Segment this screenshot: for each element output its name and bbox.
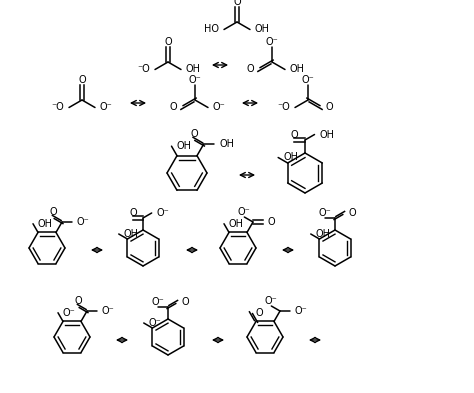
Text: O: O: [246, 64, 254, 75]
Text: O⁻: O⁻: [295, 306, 308, 316]
Text: O⁻: O⁻: [238, 207, 251, 217]
Text: O: O: [169, 103, 177, 112]
Text: OH: OH: [319, 130, 335, 140]
Text: O⁻: O⁻: [265, 296, 278, 306]
Text: O⁻: O⁻: [301, 75, 314, 85]
Text: OH: OH: [255, 24, 270, 35]
Text: O: O: [49, 207, 57, 217]
Text: O: O: [78, 75, 86, 85]
Text: ⁻O: ⁻O: [51, 103, 64, 112]
Text: O⁻: O⁻: [189, 75, 201, 85]
Text: O: O: [326, 103, 334, 112]
Text: O: O: [164, 37, 172, 47]
Text: O⁻: O⁻: [100, 103, 113, 112]
Text: O: O: [129, 208, 137, 218]
Text: O⁻: O⁻: [265, 37, 278, 47]
Text: O⁻: O⁻: [319, 208, 331, 218]
Text: OH: OH: [229, 219, 244, 229]
Text: O⁻: O⁻: [213, 103, 226, 112]
Text: OH: OH: [316, 229, 331, 239]
Text: OH: OH: [283, 152, 298, 162]
Text: O: O: [190, 129, 198, 139]
Text: O⁻: O⁻: [157, 208, 169, 218]
Text: O: O: [233, 0, 241, 7]
Text: O: O: [74, 296, 82, 306]
Text: O⁻: O⁻: [149, 318, 162, 328]
Text: OH: OH: [219, 140, 235, 149]
Text: O⁻: O⁻: [63, 308, 76, 318]
Text: O: O: [256, 308, 264, 318]
Text: ⁻O: ⁻O: [137, 64, 150, 75]
Text: O⁻: O⁻: [102, 306, 115, 316]
Text: O: O: [268, 217, 275, 227]
Text: OH: OH: [124, 229, 139, 239]
Text: O: O: [182, 297, 189, 307]
Text: OH: OH: [290, 64, 305, 75]
Text: O: O: [290, 130, 298, 140]
Text: O⁻: O⁻: [77, 217, 90, 227]
Text: ⁻O: ⁻O: [277, 103, 290, 112]
Text: OH: OH: [176, 141, 191, 151]
Text: OH: OH: [38, 219, 53, 229]
Text: HO: HO: [204, 24, 219, 35]
Text: O⁻: O⁻: [152, 297, 164, 307]
Text: O: O: [349, 208, 356, 218]
Text: OH: OH: [186, 64, 201, 75]
